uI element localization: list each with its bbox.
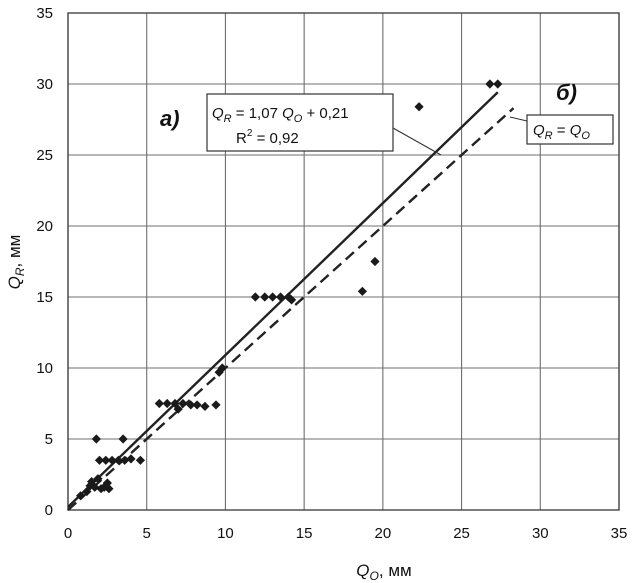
y-tick-label-1: 5 xyxy=(45,431,53,448)
fit-lines xyxy=(67,91,515,511)
annotations: a) б) QR = 1,07 QO + 0,21 R2 = 0,92 QR = QO xyxy=(160,80,614,156)
r-squared: R2 = 0,92 xyxy=(236,128,299,147)
data-point-8 xyxy=(102,478,112,488)
data-point-32 xyxy=(268,292,278,302)
equation-box xyxy=(206,93,394,152)
x-tick-label-1: 5 xyxy=(143,525,151,542)
regression-equation: QR = 1,07 QO + 0,21 xyxy=(212,105,349,125)
data-point-23 xyxy=(186,400,196,410)
y-tick-label-2: 10 xyxy=(36,360,53,377)
x-tick-label-2: 10 xyxy=(217,525,234,542)
data-point-24 xyxy=(192,400,202,410)
data-point-37 xyxy=(370,256,380,267)
identity-label-box xyxy=(526,114,614,145)
data-point-28 xyxy=(214,367,224,377)
data-point-17 xyxy=(126,454,136,464)
data-point-9 xyxy=(104,484,114,494)
data-point-1 xyxy=(82,486,92,497)
data-point-22 xyxy=(178,398,188,409)
identity-line xyxy=(67,107,515,511)
data-point-16 xyxy=(120,455,130,465)
data-point-15 xyxy=(113,455,123,465)
y-tick-label-6: 30 xyxy=(36,76,53,93)
data-point-13 xyxy=(101,455,111,465)
data-point-25 xyxy=(200,401,210,411)
data-point-29 xyxy=(217,363,227,373)
data-point-40 xyxy=(493,79,503,89)
data-point-36 xyxy=(357,286,367,296)
data-points xyxy=(75,79,503,501)
tick-labels: 0 5 10 15 20 25 30 35 0 5 10 15 20 25 30 35 QO, мм QR, мм xyxy=(5,5,627,583)
data-point-30 xyxy=(250,292,260,302)
data-point-39 xyxy=(485,79,495,89)
x-tick-label-6: 30 xyxy=(532,525,549,542)
y-tick-label-4: 20 xyxy=(36,218,53,235)
data-point-19 xyxy=(154,398,164,409)
data-point-20 xyxy=(162,398,172,409)
x-tick-label-4: 20 xyxy=(375,525,392,542)
data-point-31 xyxy=(260,292,270,302)
panel-label-b: б) xyxy=(556,80,577,105)
data-point-26 xyxy=(211,400,221,410)
data-point-7 xyxy=(99,482,109,492)
x-tick-label-3: 15 xyxy=(296,525,313,542)
data-point-33 xyxy=(275,292,286,302)
data-point-4 xyxy=(90,482,100,492)
y-axis-title: QR, мм xyxy=(5,235,27,290)
data-point-27 xyxy=(173,404,183,414)
data-point-12 xyxy=(94,455,105,465)
x-tick-label-5: 25 xyxy=(453,525,470,542)
equation-leader xyxy=(392,127,442,156)
y-tick-label-0: 0 xyxy=(45,502,53,519)
data-point-14 xyxy=(107,455,117,465)
panel-label-a: a) xyxy=(160,106,180,131)
data-point-0 xyxy=(75,491,86,501)
data-point-38 xyxy=(414,102,424,112)
y-tick-label-7: 35 xyxy=(36,5,53,22)
y-tick-label-5: 25 xyxy=(36,147,53,164)
data-point-11 xyxy=(118,434,128,444)
grid xyxy=(67,12,620,511)
data-point-18 xyxy=(135,455,146,465)
x-tick-label-7: 35 xyxy=(611,525,628,542)
regression-line xyxy=(67,91,499,508)
x-tick-label-0: 0 xyxy=(64,525,72,542)
x-axis-title: QO, мм xyxy=(356,561,411,583)
data-point-35 xyxy=(286,295,297,305)
data-point-10 xyxy=(91,434,101,444)
y-tick-label-3: 15 xyxy=(36,289,53,306)
identity-leader xyxy=(509,116,528,122)
data-point-3 xyxy=(87,477,97,487)
identity-equation: QR = QO xyxy=(533,122,590,142)
data-point-5 xyxy=(93,474,103,484)
plot-frame xyxy=(67,12,620,511)
